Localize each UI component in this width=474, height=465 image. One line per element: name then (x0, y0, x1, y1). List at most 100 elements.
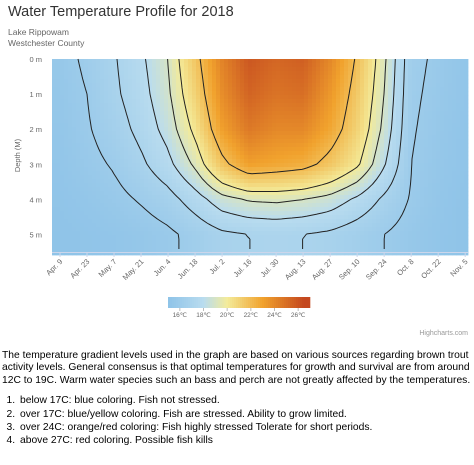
heatmap-cell (424, 163, 429, 168)
heatmap-cell (60, 99, 65, 104)
heatmap-cell (260, 139, 265, 144)
heatmap-cell (376, 187, 381, 192)
heatmap-cell (352, 99, 357, 104)
heatmap-cell (276, 83, 281, 88)
heatmap-cell (264, 75, 269, 80)
heatmap-cell (324, 191, 329, 196)
heatmap-cell (384, 103, 389, 108)
heatmap-cell (284, 143, 289, 148)
heatmap-cell (76, 183, 81, 188)
heatmap-cell (144, 107, 149, 112)
heatmap-cell (92, 71, 97, 76)
heatmap-cell (308, 115, 313, 120)
heatmap-cell (368, 63, 373, 68)
heatmap-cell (144, 211, 149, 216)
heatmap-cell (260, 103, 265, 108)
heatmap-cell (276, 155, 281, 160)
heatmap-cell (340, 191, 345, 196)
heatmap-cell (72, 127, 77, 132)
heatmap-cell (344, 175, 349, 180)
heatmap-cell (100, 231, 105, 236)
heatmap-cell (388, 243, 393, 248)
heatmap-cell (324, 87, 329, 92)
heatmap-cell (152, 143, 157, 148)
heatmap-cell (312, 203, 317, 208)
heatmap-cell (164, 59, 169, 64)
heatmap-cell (100, 91, 105, 96)
heatmap-cell (208, 203, 213, 208)
heatmap-cell (172, 139, 177, 144)
heatmap-cell (420, 167, 425, 172)
heatmap-cell (288, 235, 293, 240)
heatmap-cell (360, 207, 365, 212)
heatmap-cell (428, 231, 433, 236)
heatmap-cell (392, 119, 397, 124)
heatmap-cell (376, 239, 381, 244)
heatmap-cell (312, 227, 317, 232)
heatmap-cell (296, 107, 301, 112)
heatmap-cell (84, 67, 89, 72)
heatmap-cell (388, 203, 393, 208)
heatmap-cell (296, 71, 301, 76)
heatmap-cell (272, 147, 277, 152)
heatmap-cell (464, 223, 469, 228)
heatmap-cell (256, 99, 261, 104)
heatmap-cell (344, 211, 349, 216)
heatmap-cell (256, 231, 261, 236)
heatmap-cell (176, 91, 181, 96)
heatmap-cell (272, 155, 277, 160)
heatmap-cell (412, 187, 417, 192)
heatmap-cell (316, 199, 321, 204)
heatmap-cell (364, 87, 369, 92)
heatmap-cell (80, 143, 85, 148)
heatmap-cell (372, 87, 377, 92)
heatmap-cell (208, 111, 213, 116)
heatmap-cell (100, 87, 105, 92)
heatmap-cell (428, 63, 433, 68)
heatmap-cell (100, 131, 105, 136)
heatmap-cell (424, 91, 429, 96)
heatmap-cell (392, 167, 397, 172)
heatmap-cell (452, 195, 457, 200)
heatmap-cell (96, 239, 101, 244)
heatmap-cell (384, 151, 389, 156)
heatmap-cell (408, 235, 413, 240)
heatmap-cell (252, 71, 257, 76)
heatmap-cell (260, 239, 265, 244)
heatmap-cell (424, 175, 429, 180)
heatmap-cell (276, 187, 281, 192)
heatmap-cell (412, 87, 417, 92)
heatmap-cell (328, 243, 333, 248)
heatmap-cell (368, 107, 373, 112)
heatmap-cell (272, 131, 277, 136)
heatmap-cell (432, 83, 437, 88)
heatmap-cell (356, 79, 361, 84)
heatmap-cell (356, 231, 361, 236)
heatmap-cell (56, 191, 61, 196)
heatmap-cell (252, 131, 257, 136)
heatmap-cell (440, 247, 445, 252)
heatmap-cell (328, 159, 333, 164)
heatmap-cell (84, 171, 89, 176)
heatmap-cell (420, 187, 425, 192)
heatmap-cell (96, 131, 101, 136)
heatmap-cell (288, 139, 293, 144)
heatmap-cell (196, 95, 201, 100)
heatmap-cell (160, 223, 165, 228)
heatmap-cell (464, 83, 469, 88)
heatmap-cell (372, 119, 377, 124)
heatmap-cell (168, 207, 173, 212)
heatmap-cell (464, 243, 469, 248)
heatmap-cell (244, 139, 249, 144)
heatmap-cell (392, 171, 397, 176)
heatmap-cell (224, 119, 229, 124)
heatmap-cell (240, 235, 245, 240)
heatmap-cell (104, 111, 109, 116)
heatmap-cell (124, 235, 129, 240)
heatmap-cell (124, 91, 129, 96)
heatmap-cell (132, 231, 137, 236)
heatmap-cell (352, 103, 357, 108)
heatmap-cell (264, 151, 269, 156)
heatmap-cell (300, 139, 305, 144)
heatmap-cell (384, 207, 389, 212)
